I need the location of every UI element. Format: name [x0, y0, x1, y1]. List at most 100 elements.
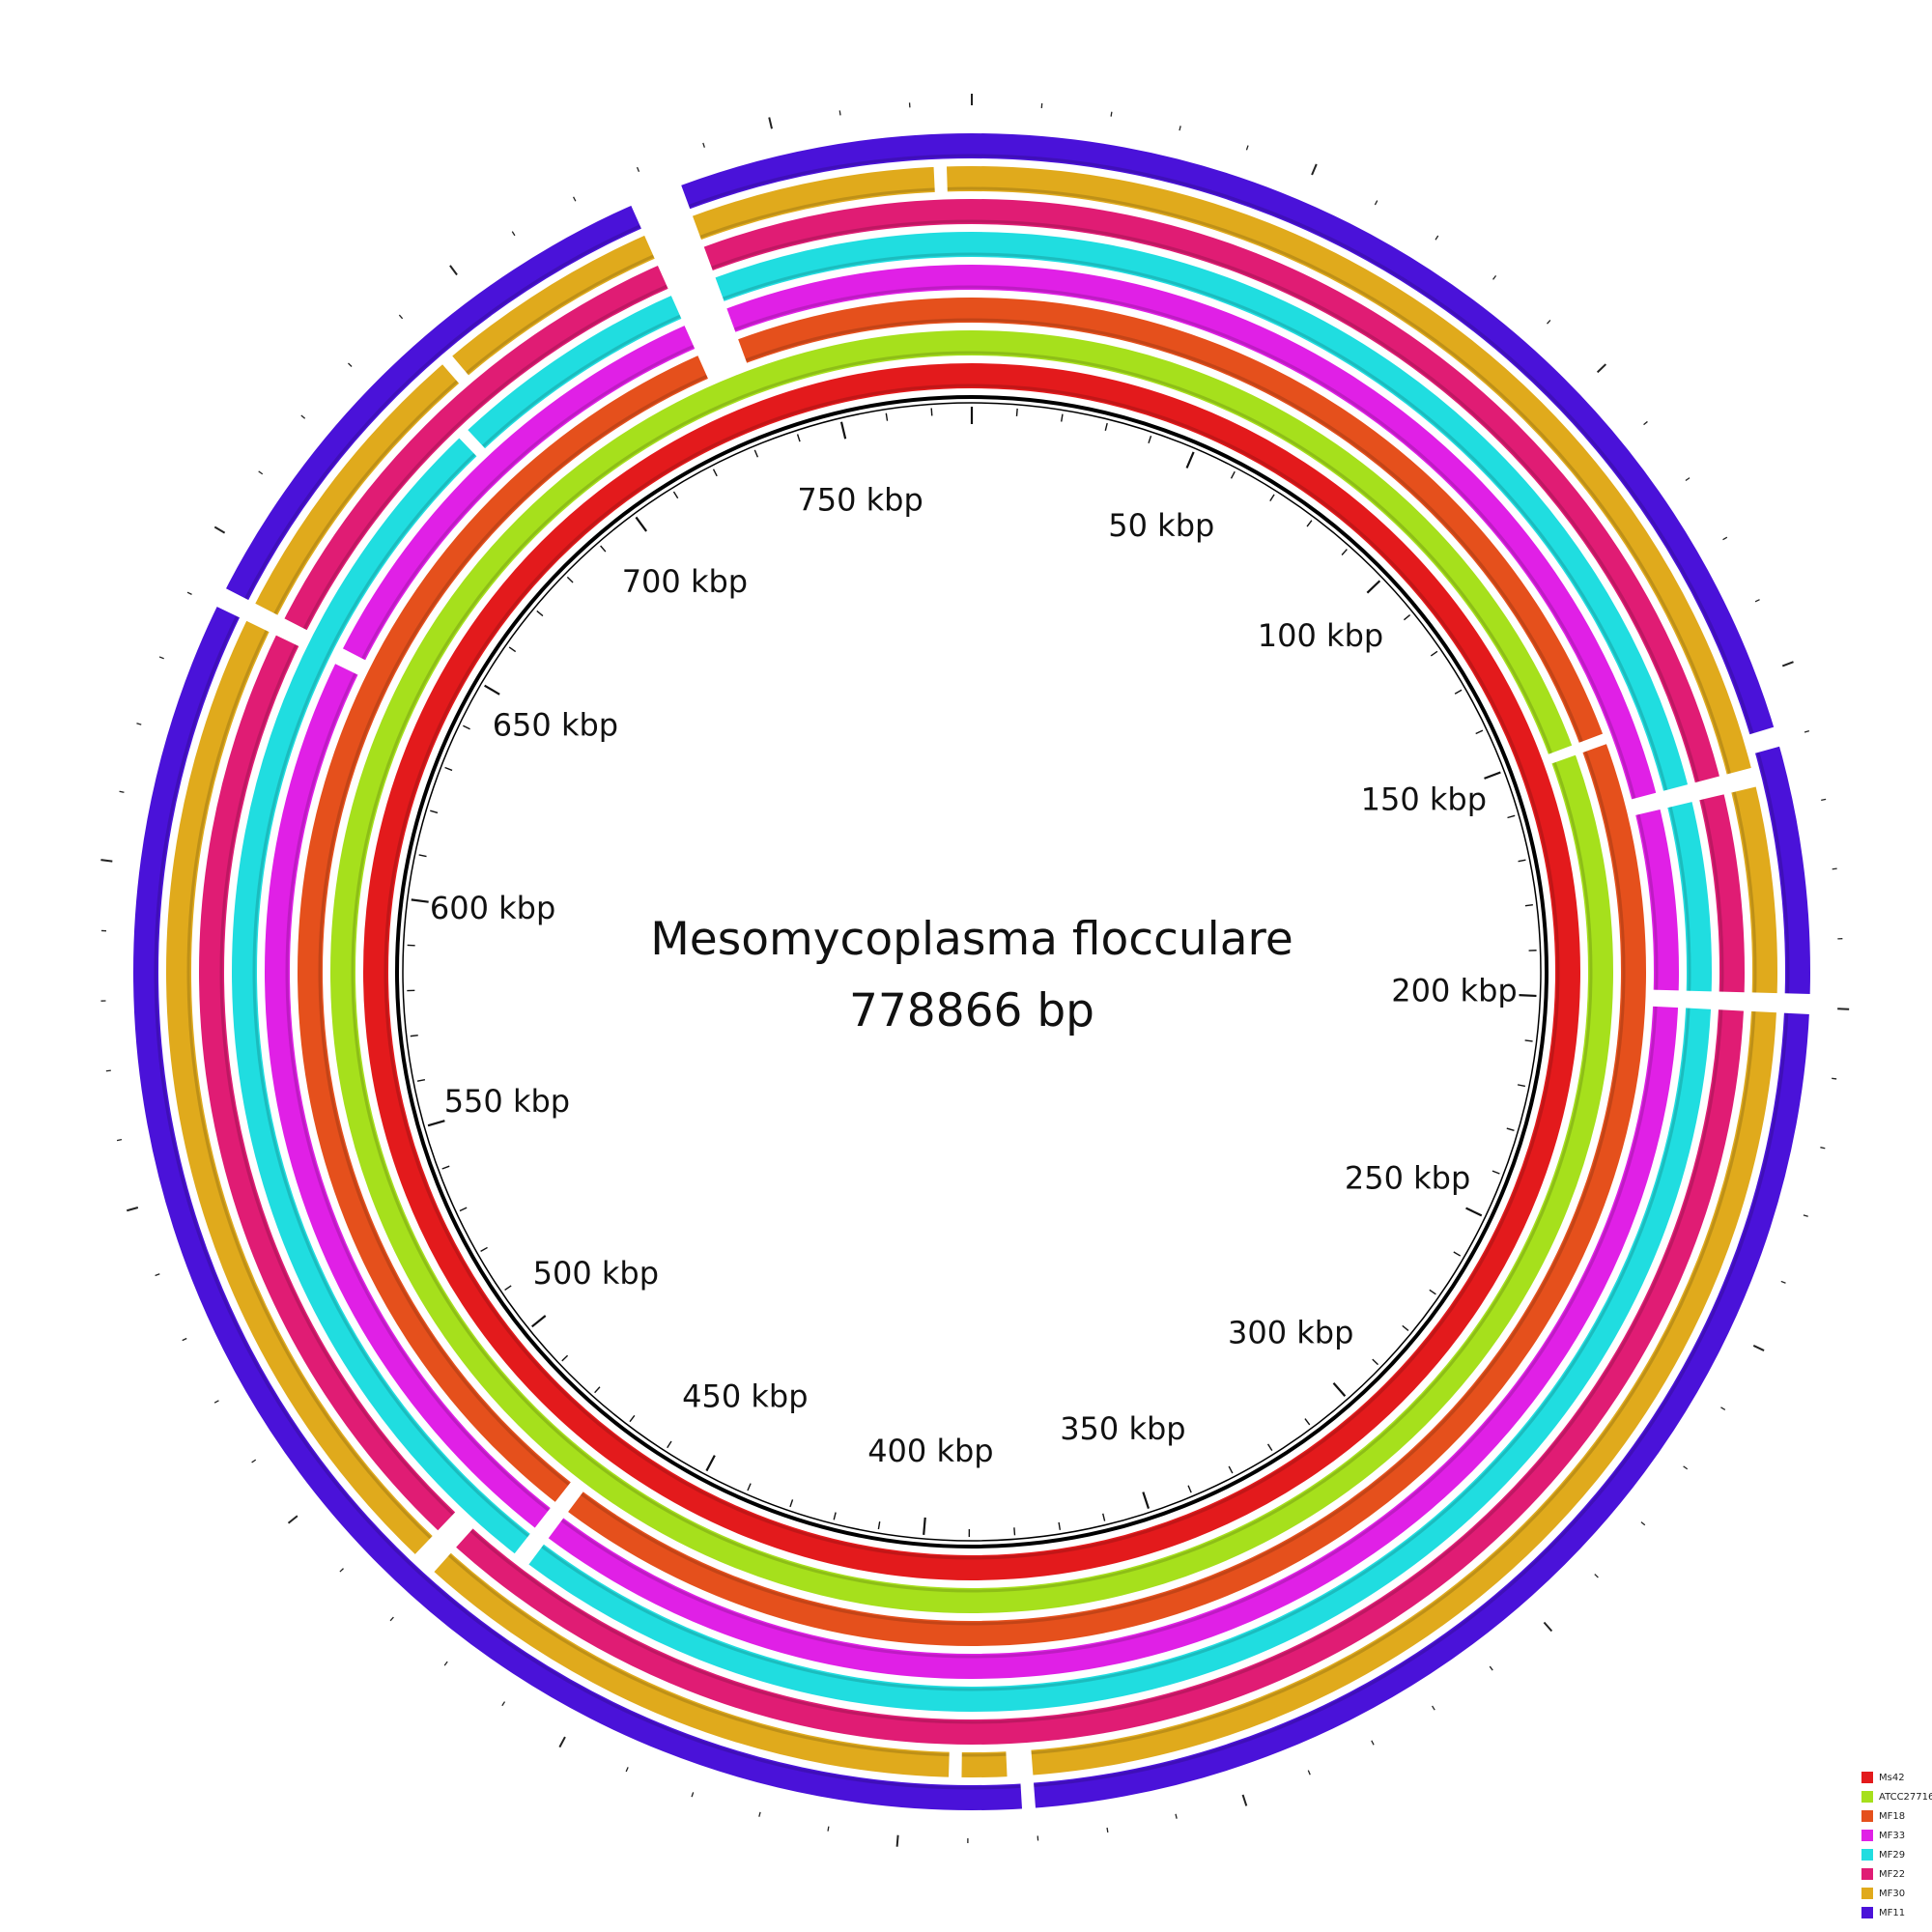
outer-tick-260 — [1720, 1406, 1726, 1410]
inner-tick-750 — [839, 421, 847, 440]
ring-gap-MF33-4 — [684, 307, 736, 350]
legend-swatch-Ms42 — [1861, 1772, 1873, 1783]
inner-tick-100 — [1366, 580, 1381, 594]
outer-tick-750 — [768, 117, 773, 129]
tick-label-600: 600 kbp — [430, 890, 555, 926]
inner-tick-370 — [1058, 1521, 1062, 1530]
ring-gap-MF29-4 — [670, 276, 724, 320]
inner-tick-460 — [667, 1440, 672, 1449]
ring-gap-MF29-0 — [1662, 783, 1693, 809]
ring-MF33 — [265, 265, 1680, 1679]
outer-tick-320 — [1432, 1705, 1435, 1711]
inner-tick-540 — [441, 1165, 450, 1170]
inner-tick-40 — [1148, 435, 1152, 444]
outer-tick-120 — [1685, 477, 1690, 482]
inner-tick-510 — [504, 1285, 512, 1292]
ring-gap-MF11-3 — [215, 587, 250, 618]
tick-label-100: 100 kbp — [1258, 617, 1383, 654]
tick-label-750: 750 kbp — [797, 482, 923, 519]
genome-backbone-outer — [395, 395, 1548, 1548]
outer-tick-110 — [1643, 420, 1648, 426]
outer-tick-100 — [1596, 363, 1607, 374]
outer-tick-420 — [758, 1811, 761, 1817]
outer-tick-700 — [449, 265, 458, 276]
inner-tick-140 — [1475, 729, 1484, 735]
genome-backbone-inner — [402, 402, 1542, 1542]
ring-gap-MF22-0 — [1693, 776, 1725, 801]
inner-tick-610 — [418, 854, 427, 858]
inner-tick-410 — [877, 1520, 881, 1530]
outer-tick-230 — [1803, 1214, 1808, 1217]
ring-band-MF30 — [166, 166, 1777, 1777]
inner-tick-310 — [1304, 1418, 1311, 1426]
ring-gap-MF11-2 — [1020, 1781, 1037, 1810]
ring-MF11 — [133, 133, 1811, 1810]
outer-tick-740 — [702, 142, 705, 148]
inner-tick-620 — [430, 810, 439, 814]
outer-tick-440 — [625, 1767, 629, 1773]
ring-shade-MF33 — [285, 285, 1659, 1659]
genome-title: Mesomycoplasma flocculare — [650, 913, 1293, 966]
ring-gap-MF22-4 — [657, 245, 714, 290]
inner-tick-570 — [410, 1035, 418, 1037]
outer-tick-640 — [186, 591, 192, 595]
ring-gap-MF18-0 — [1577, 733, 1607, 753]
inner-tick-60 — [1230, 470, 1236, 479]
outer-tick-180 — [1832, 867, 1837, 870]
inner-tick-290 — [1372, 1358, 1379, 1366]
ring-gap-MF11-4 — [630, 184, 691, 230]
inner-tick-450 — [705, 1455, 716, 1472]
genome-length: 778866 bp — [849, 984, 1094, 1037]
inner-tick-300 — [1332, 1381, 1347, 1397]
legend-label-MF18: MF18 — [1879, 1811, 1905, 1822]
inner-tick-470 — [629, 1414, 636, 1423]
legend-label-Ms42: Ms42 — [1879, 1773, 1905, 1783]
inner-tick-420 — [833, 1512, 837, 1520]
inner-tick-350 — [1142, 1492, 1151, 1509]
tick-label-200: 200 kbp — [1391, 972, 1517, 1009]
legend-swatch-MF22 — [1861, 1868, 1873, 1880]
outer-tick-350 — [1241, 1794, 1248, 1806]
inner-tick-760 — [885, 412, 889, 421]
ring-MF30 — [166, 165, 1778, 1778]
outer-tick-550 — [127, 1207, 139, 1212]
ring-gap-MF30-6 — [441, 355, 469, 384]
inner-tick-210 — [1524, 1039, 1533, 1042]
ring-gap-MF33-0 — [1631, 792, 1662, 816]
outer-tick-710 — [511, 231, 516, 237]
ring-gap-MF30-7 — [643, 214, 702, 260]
outer-tick-280 — [1640, 1521, 1646, 1526]
ring-gap-MF18-2 — [696, 338, 748, 380]
inner-tick-330 — [1228, 1465, 1234, 1474]
inner-tick-520 — [480, 1246, 488, 1253]
inner-tick-680 — [566, 576, 574, 583]
outer-tick-510 — [251, 1459, 257, 1463]
inner-tick-30 — [1104, 422, 1108, 431]
legend-label-MF22: MF22 — [1879, 1869, 1905, 1880]
ring-shade-MF30 — [186, 186, 1757, 1757]
outer-tick-450 — [558, 1736, 566, 1748]
ring-gap-ATCC27716-0 — [1547, 745, 1577, 764]
tick-label-350: 350 kbp — [1060, 1410, 1185, 1447]
ring-gap-MF30-2 — [1006, 1748, 1034, 1778]
ring-gap-MF11-0 — [1748, 726, 1781, 754]
inner-tick-740 — [796, 434, 801, 442]
outer-tick-60 — [1374, 200, 1378, 206]
inner-tick-660 — [508, 646, 517, 653]
outer-tick-360 — [1175, 1813, 1178, 1819]
legend-swatch-MF18 — [1861, 1810, 1873, 1822]
outer-tick-570 — [105, 1069, 111, 1072]
outer-tick-480 — [389, 1616, 394, 1622]
ring-gap-MF33-2 — [534, 1507, 564, 1540]
tick-labels: 50 kbp 100 kbp 150 kbp 200 kbp 250 kbp 300 kb… — [430, 482, 1518, 1470]
inner-tick-690 — [600, 545, 607, 553]
inner-tick-10 — [1015, 408, 1018, 416]
inner-tick-640 — [463, 724, 470, 730]
outer-tick-650 — [213, 526, 226, 534]
legend-label-ATCC27716: ATCC27716 — [1879, 1792, 1932, 1803]
inner-tick-180 — [1524, 904, 1533, 907]
outer-tick-630 — [158, 656, 164, 660]
outer-tick-410 — [827, 1826, 830, 1832]
legend-label-MF29: MF29 — [1879, 1850, 1905, 1861]
tick-label-500: 500 kbp — [533, 1255, 659, 1292]
